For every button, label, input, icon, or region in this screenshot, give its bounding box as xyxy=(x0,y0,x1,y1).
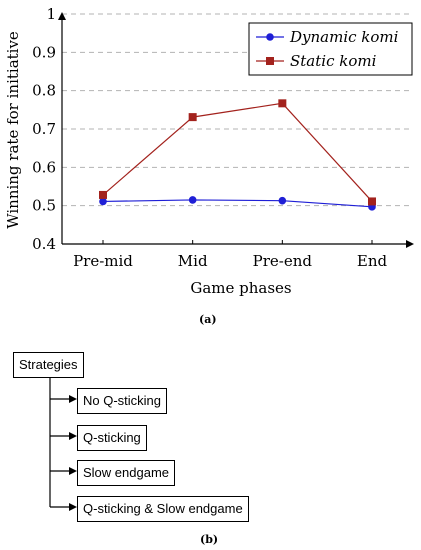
y-tick-label: 1 xyxy=(46,5,56,23)
tree-arrowhead xyxy=(69,467,77,475)
x-tick-labels: Pre-mid Mid Pre-end End xyxy=(73,240,388,270)
y-tick-label: 0.5 xyxy=(32,197,56,215)
data-point xyxy=(188,113,197,122)
legend-label: Static komi xyxy=(290,52,377,70)
data-point xyxy=(99,190,107,199)
tree-child: Q-sticking xyxy=(77,425,147,451)
x-tick-label: Pre-mid xyxy=(73,252,133,270)
tree-root: Strategies xyxy=(13,352,84,378)
data-point xyxy=(278,196,287,205)
tree-arrowhead xyxy=(69,395,77,403)
legend-label: Dynamic komi xyxy=(289,28,399,46)
y-tick-label: 0.4 xyxy=(32,235,56,253)
data-point xyxy=(188,196,197,204)
tree-arrowhead xyxy=(69,503,77,511)
data-point xyxy=(278,99,287,108)
legend: Dynamic komi Static komi xyxy=(248,22,413,76)
x-axis-label: Game phases xyxy=(190,279,291,297)
tree-arrowhead xyxy=(69,432,77,440)
y-tick-label: 0.6 xyxy=(32,158,56,176)
y-tick-label: 0.8 xyxy=(32,82,56,100)
legend-marker xyxy=(266,57,274,65)
y-axis-arrow xyxy=(58,12,66,20)
x-tick-label: End xyxy=(357,252,388,270)
data-point xyxy=(368,197,376,206)
y-tick-label: 0.9 xyxy=(32,43,56,61)
tree-child: Slow endgame xyxy=(77,460,175,486)
series-group xyxy=(99,99,376,211)
tree-child: No Q-sticking xyxy=(77,388,168,414)
y-tick-label: 0.7 xyxy=(32,120,56,138)
series-line xyxy=(102,199,373,208)
line-chart: 0.4 0.5 0.6 0.7 0.8 0.9 1 Pre-mid Mid Pre-end End… xyxy=(4,5,414,297)
series-line xyxy=(102,102,373,202)
tree-child: Q-sticking & Slow endgame xyxy=(77,496,249,522)
caption-b: (b) xyxy=(200,533,219,546)
axes xyxy=(58,12,414,248)
legend-marker xyxy=(266,33,274,41)
y-axis-label: Winning rate for initiative xyxy=(4,31,22,229)
legend-box xyxy=(248,22,413,76)
y-tick-labels: 0.4 0.5 0.6 0.7 0.8 0.9 1 xyxy=(32,5,56,253)
data-point xyxy=(99,197,107,206)
caption-a: (a) xyxy=(199,313,217,326)
x-tick-label: Pre-end xyxy=(253,252,313,270)
x-tick-label: Mid xyxy=(178,252,208,270)
x-axis-arrow xyxy=(406,240,414,248)
